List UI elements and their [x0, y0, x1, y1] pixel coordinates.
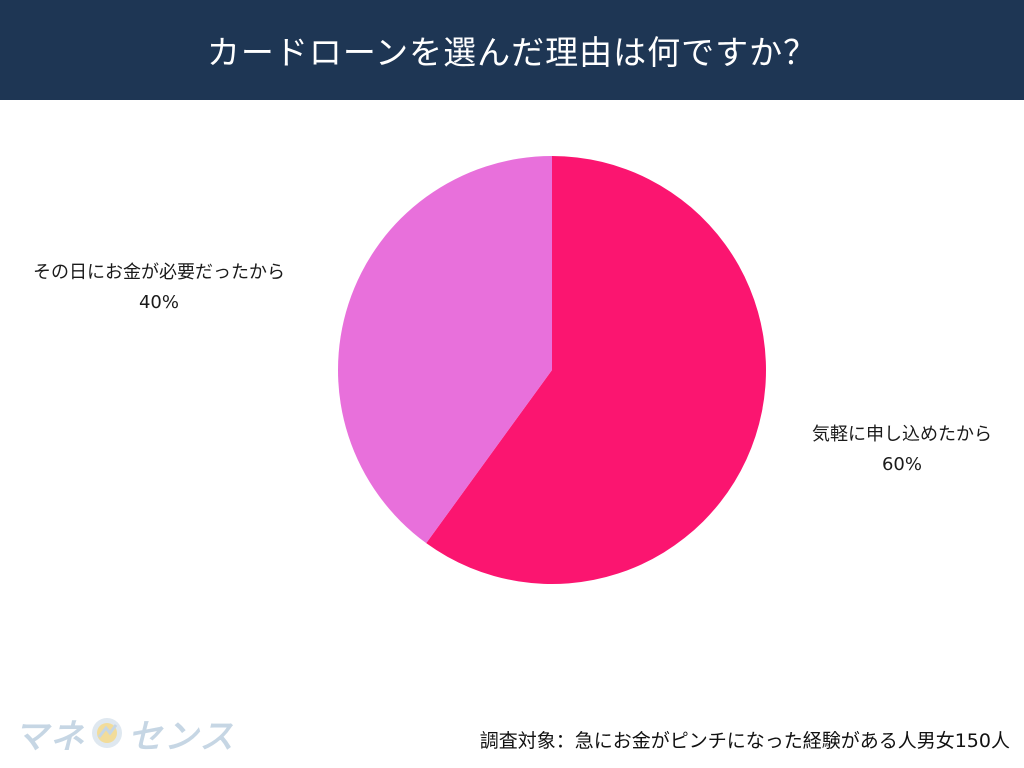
slice-label-same-day-value: 40% — [138, 292, 179, 313]
chart-title: カードローンを選んだ理由は何ですか？ — [206, 33, 818, 72]
brand-logo: マネ センス — [14, 708, 235, 758]
logo-text-left: マネ — [14, 716, 86, 757]
logo-emblem-icon — [92, 718, 122, 748]
slice-label-same-day-text: その日にお金が必要だったから — [33, 262, 285, 283]
pie-slice-same-day — [338, 156, 552, 544]
title-bar: カードローンを選んだ理由は何ですか？ — [0, 0, 1024, 100]
survey-footnote: 調査対象：急にお金がピンチになった経験がある人男女150人 — [479, 730, 1010, 752]
logo-text-right: センス — [128, 716, 236, 757]
slice-label-easy-apply-text: 気軽に申し込めたから — [812, 424, 992, 445]
slice-label-same-day: その日にお金が必要だったから 40% — [0, 258, 318, 318]
slice-label-easy-apply-value: 60% — [881, 454, 922, 475]
slice-label-easy-apply: 気軽に申し込めたから 60% — [780, 420, 1024, 480]
pie-slice-easy-apply — [426, 156, 766, 585]
